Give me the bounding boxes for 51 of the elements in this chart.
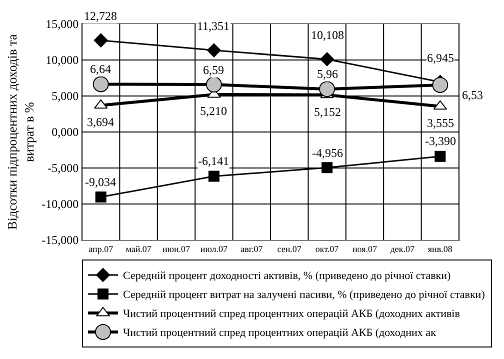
x-tick-label: сен.07 xyxy=(277,244,302,254)
x-tick-label: авг.07 xyxy=(240,244,264,254)
y-axis-title: Відсотки підпроцентних доходів та витрат в % xyxy=(4,34,37,230)
point xyxy=(320,52,334,66)
point xyxy=(322,162,333,174)
data-label: 5,152 xyxy=(314,105,341,119)
data-label: 5,210 xyxy=(200,104,227,118)
data-label: -6,141 xyxy=(198,154,229,168)
data-label: 6,945 xyxy=(427,51,454,65)
data-label: 3,555 xyxy=(427,116,454,130)
x-tick-label: окт.07 xyxy=(315,244,340,254)
point xyxy=(206,43,221,58)
x-tick-label: ноя.07 xyxy=(352,244,378,254)
y-tick-label: -15,000 xyxy=(42,233,79,248)
legend-label: Чистий процентний спред процентних операцій АКБ (доходних активів xyxy=(123,308,460,320)
data-label: 10,108 xyxy=(311,28,344,42)
legend-label: Середній процент витрат на залучені пасиви, % (приведено до річної ставки) xyxy=(123,289,486,302)
data-label: 6,64 xyxy=(90,62,111,76)
legend-label: Середній процент доходності активів, % (приведено до річної ставки) xyxy=(123,270,452,282)
y-tick-label: -5,000 xyxy=(48,161,79,176)
y-tick-label: -10,000 xyxy=(42,197,79,212)
data-label: 6,59 xyxy=(203,63,224,77)
x-tick-label: дек.07 xyxy=(390,244,416,254)
y-tick-label: 5,000 xyxy=(52,89,79,104)
point xyxy=(95,192,106,203)
x-tick-label: май.07 xyxy=(126,244,152,254)
data-label: 6,53 xyxy=(462,88,483,102)
point xyxy=(433,100,447,110)
point xyxy=(94,33,108,48)
x-tick-label: апр.07 xyxy=(88,244,114,254)
data-label: 11,351 xyxy=(197,19,230,33)
x-tick-label: июл.07 xyxy=(200,244,228,254)
point xyxy=(434,150,446,162)
x-tick-label: июн.07 xyxy=(162,244,191,254)
y-tick-label: 10,000 xyxy=(46,53,79,68)
point xyxy=(208,170,220,182)
data-label: 12,728 xyxy=(84,9,117,23)
data-label: 5,96 xyxy=(317,67,338,81)
data-label: -4,956 xyxy=(312,146,343,160)
legend-label: Чистий процентний спред процентних операцій АКБ (доходних ак xyxy=(123,327,437,340)
data-label: 3,694 xyxy=(87,115,114,129)
point xyxy=(432,76,448,93)
x-tick-label: янв.08 xyxy=(428,244,453,254)
point xyxy=(319,81,336,98)
y-tick-label: 15,000 xyxy=(46,17,79,32)
y-tick-label: 0,000 xyxy=(52,125,79,140)
data-label: -9,034 xyxy=(85,175,116,189)
point xyxy=(206,76,222,93)
data-label: -3,390 xyxy=(425,134,456,148)
point xyxy=(94,99,108,109)
point xyxy=(92,76,109,92)
